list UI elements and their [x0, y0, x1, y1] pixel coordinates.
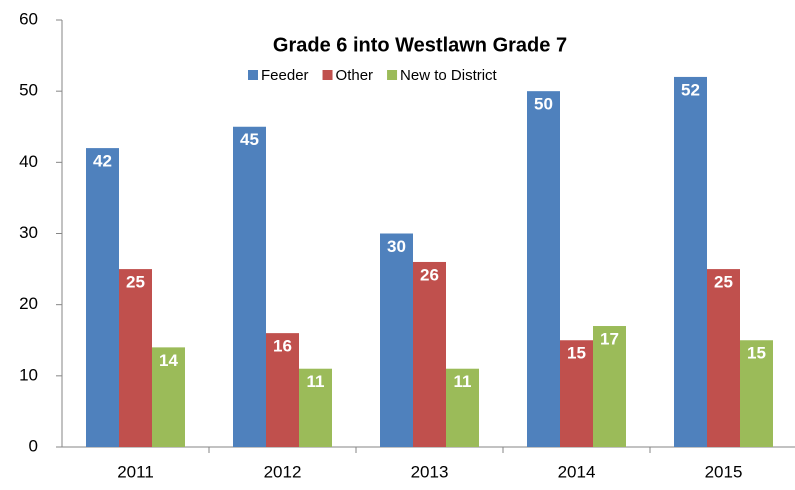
value-label: 11: [454, 372, 472, 391]
y-tick-label: 10: [19, 365, 38, 384]
x-tick-label: 2015: [705, 462, 743, 481]
legend-label: Other: [336, 67, 374, 84]
value-label: 17: [600, 330, 619, 349]
y-tick-label: 30: [19, 223, 38, 242]
legend-swatch: [387, 70, 398, 80]
x-tick-label: 2013: [411, 462, 449, 481]
x-tick-label: 2011: [117, 462, 154, 481]
bar: [266, 333, 299, 447]
bar: [674, 76, 707, 447]
legend-swatch: [322, 70, 333, 80]
y-tick-label: 20: [19, 294, 38, 313]
value-label: 52: [681, 80, 700, 99]
legend-swatch: [248, 70, 258, 80]
x-tick-label: 2014: [558, 462, 596, 481]
value-label: 25: [126, 273, 145, 292]
bar: [233, 126, 266, 447]
bar: [560, 340, 593, 447]
y-tick-label: 50: [19, 81, 38, 100]
bar: [86, 148, 119, 447]
bar: [299, 368, 332, 447]
bar: [413, 261, 446, 447]
y-tick-label: 60: [19, 9, 38, 28]
value-label: 15: [747, 344, 766, 363]
bar: [152, 347, 185, 447]
legend: Feeder Other New to District: [248, 67, 498, 84]
value-label: 26: [420, 265, 439, 284]
bar: [707, 269, 740, 447]
value-label: 45: [240, 130, 259, 149]
chart-title: Grade 6 into Westlawn Grade 7: [273, 34, 567, 56]
value-label: 11: [307, 372, 325, 391]
bar: [527, 91, 560, 448]
value-label: 14: [159, 351, 178, 370]
value-label: 16: [273, 337, 292, 356]
y-tick-label: 40: [19, 152, 38, 171]
value-label: 30: [387, 237, 406, 256]
bar: [740, 340, 773, 447]
bar: [593, 326, 626, 447]
legend-label: Feeder: [261, 67, 309, 84]
value-label: 42: [93, 152, 112, 171]
value-label: 15: [567, 344, 586, 363]
value-label: 50: [534, 95, 553, 114]
value-label: 25: [714, 273, 733, 292]
x-tick-label: 2012: [264, 462, 302, 481]
bar: [380, 233, 413, 447]
bar: [119, 269, 152, 447]
legend-label: New to District: [400, 67, 498, 84]
bar: [446, 368, 479, 447]
y-tick-label: 0: [29, 436, 38, 455]
